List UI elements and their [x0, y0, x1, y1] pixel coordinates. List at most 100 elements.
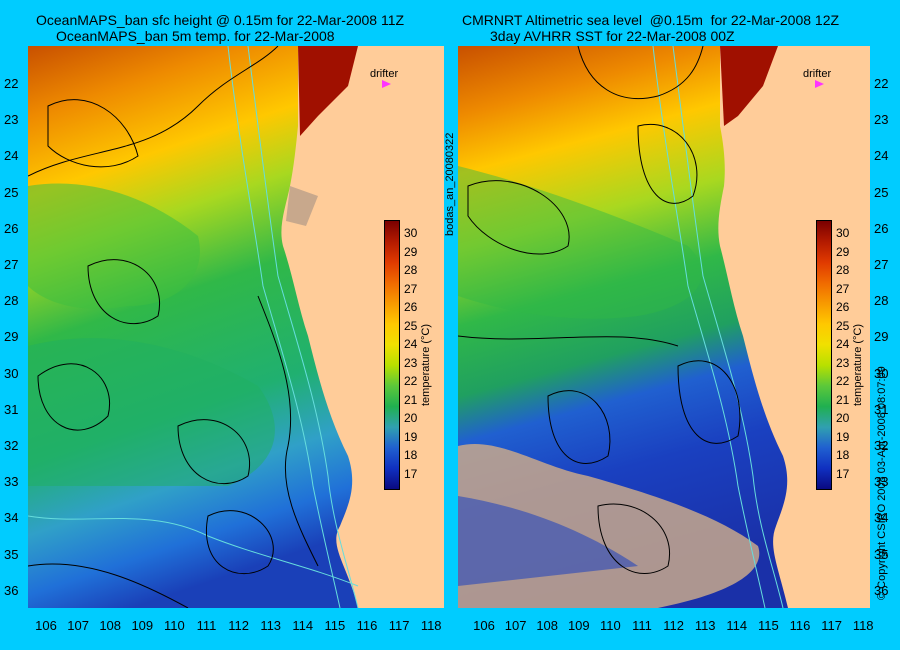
colorbar-tick: 20 — [836, 411, 850, 425]
colorbar-tick: 20 — [404, 411, 418, 425]
colorbar-tick: 19 — [836, 429, 850, 444]
drifter-label-left: drifter — [370, 68, 399, 80]
right-map-svg — [458, 46, 870, 608]
colorbar-tick: 28 — [836, 263, 850, 277]
colorbar-tick: 22 — [836, 374, 850, 388]
colorbar-tick: 19 — [404, 429, 418, 444]
latitude-tick-right: 34 — [874, 510, 889, 526]
latitude-tick-right: 25 — [874, 184, 889, 200]
latitude-tick-right: 31 — [874, 401, 889, 417]
latitude-tick: 34 — [4, 510, 19, 526]
latitude-tick: 35 — [4, 546, 19, 562]
center-run-label: bodas_an_20080322 — [444, 132, 456, 236]
colorbar-tick: 21 — [836, 392, 850, 407]
colorbar-tick: 30 — [404, 226, 418, 240]
longitude-tick: 109 — [567, 618, 590, 633]
latitude-tick: 31 — [4, 401, 19, 417]
longitude-tick: 107 — [504, 618, 527, 633]
colorbar-tick: 21 — [404, 392, 418, 407]
longitude-tick: 106 — [35, 618, 57, 633]
colorbar-tick: 26 — [404, 300, 418, 314]
land-mass — [281, 46, 444, 608]
latitude-tick-right: 27 — [874, 257, 889, 272]
latitude-tick: 26 — [4, 220, 19, 236]
left-title-line1: OceanMAPS_ban sfc height @ 0.15m for 22-… — [36, 12, 405, 28]
longitude-tick: 112 — [663, 618, 684, 633]
colorbar-title: temperature (°C) — [852, 323, 864, 406]
longitude-tick: 114 — [292, 618, 314, 633]
latitude-tick-right: 28 — [874, 293, 889, 309]
left-map-panel — [28, 46, 444, 608]
latitude-tick: 25 — [4, 184, 19, 200]
longitude-tick: 116 — [789, 618, 811, 633]
longitude-tick: 112 — [228, 618, 249, 633]
colorbar-tick: 28 — [404, 263, 418, 277]
latitude-tick: 30 — [4, 365, 19, 381]
longitude-tick: 116 — [356, 618, 378, 633]
latitude-tick: 36 — [4, 582, 19, 598]
right-map-panel — [458, 46, 870, 608]
latitude-tick-right: 24 — [874, 148, 889, 164]
colorbar-tick: 17 — [404, 466, 418, 481]
drifter-label-right: drifter — [803, 68, 832, 80]
longitude-tick: 110 — [600, 618, 621, 633]
longitude-tick: 117 — [821, 618, 842, 633]
colorbar-gradient — [816, 220, 832, 490]
colorbar-tick: 29 — [836, 244, 850, 259]
latitude-tick-right: 22 — [874, 76, 889, 91]
longitude-tick: 115 — [758, 618, 779, 633]
longitude-tick: 108 — [536, 618, 559, 633]
latitude-tick: 24 — [4, 148, 19, 164]
colorbar-tick: 26 — [836, 300, 850, 314]
longitude-tick: 113 — [260, 618, 282, 633]
colorbar-tick: 23 — [404, 355, 418, 370]
longitude-tick: 113 — [694, 618, 716, 633]
latitude-tick-right: 23 — [874, 112, 889, 128]
colorbar-tick: 18 — [836, 448, 850, 462]
colorbar-tick: 24 — [836, 337, 850, 351]
latitude-tick-right: 30 — [874, 365, 889, 381]
colorbar-tick: 27 — [836, 281, 850, 296]
longitude-tick: 118 — [852, 618, 874, 633]
longitude-tick: 114 — [726, 618, 748, 633]
drifter-marker-left — [382, 80, 391, 88]
longitude-tick: 117 — [388, 618, 410, 633]
right-title-line1: CMRNRT Altimetric sea level @0.15m for 2… — [462, 12, 840, 28]
longitude-tick: 106 — [473, 618, 495, 633]
longitude-tick: 109 — [131, 618, 154, 633]
land-mass — [718, 46, 870, 608]
colorbar-tick: 25 — [836, 318, 850, 333]
right-title-line2: 3day AVHRR SST for 22-Mar-2008 00Z — [490, 28, 735, 44]
colorbar-tick: 18 — [404, 448, 418, 462]
colorbar-tick: 30 — [836, 226, 850, 240]
longitude-tick: 118 — [420, 618, 442, 633]
longitude-tick: 115 — [324, 618, 346, 633]
colorbar-tick: 23 — [836, 355, 850, 370]
colorbar-title: temperature (°C) — [420, 323, 432, 406]
colorbar-tick: 27 — [404, 281, 418, 296]
longitude-tick: 107 — [67, 618, 89, 633]
latitude-tick: 33 — [4, 474, 19, 490]
latitude-tick: 28 — [4, 293, 19, 309]
left-title-line2: OceanMAPS_ban 5m temp. for 22-Mar-2008 — [56, 28, 335, 44]
latitude-tick-right: 33 — [874, 474, 889, 490]
latitude-tick-right: 32 — [874, 438, 889, 453]
latitude-tick: 22 — [4, 76, 19, 91]
drifter-marker-right — [815, 80, 824, 88]
colorbar-tick: 17 — [836, 466, 850, 481]
longitude-tick: 110 — [164, 618, 185, 633]
latitude-tick-right: 26 — [874, 220, 889, 236]
latitude-tick-right: 36 — [874, 582, 889, 598]
left-map-svg — [28, 46, 444, 608]
latitude-tick-right: 29 — [874, 329, 889, 345]
longitude-tick: 111 — [196, 618, 217, 633]
colorbar-tick: 22 — [404, 374, 418, 388]
colorbar-gradient — [384, 220, 400, 490]
colorbar-tick: 24 — [404, 337, 418, 351]
longitude-tick: 111 — [632, 618, 652, 633]
longitude-tick: 108 — [99, 618, 122, 633]
latitude-tick: 32 — [4, 438, 19, 453]
copyright-text: © Copyright CSIRO 2008 03-Apr-2008 08:07… — [876, 366, 888, 600]
latitude-tick-right: 35 — [874, 546, 889, 562]
latitude-tick: 23 — [4, 112, 19, 128]
